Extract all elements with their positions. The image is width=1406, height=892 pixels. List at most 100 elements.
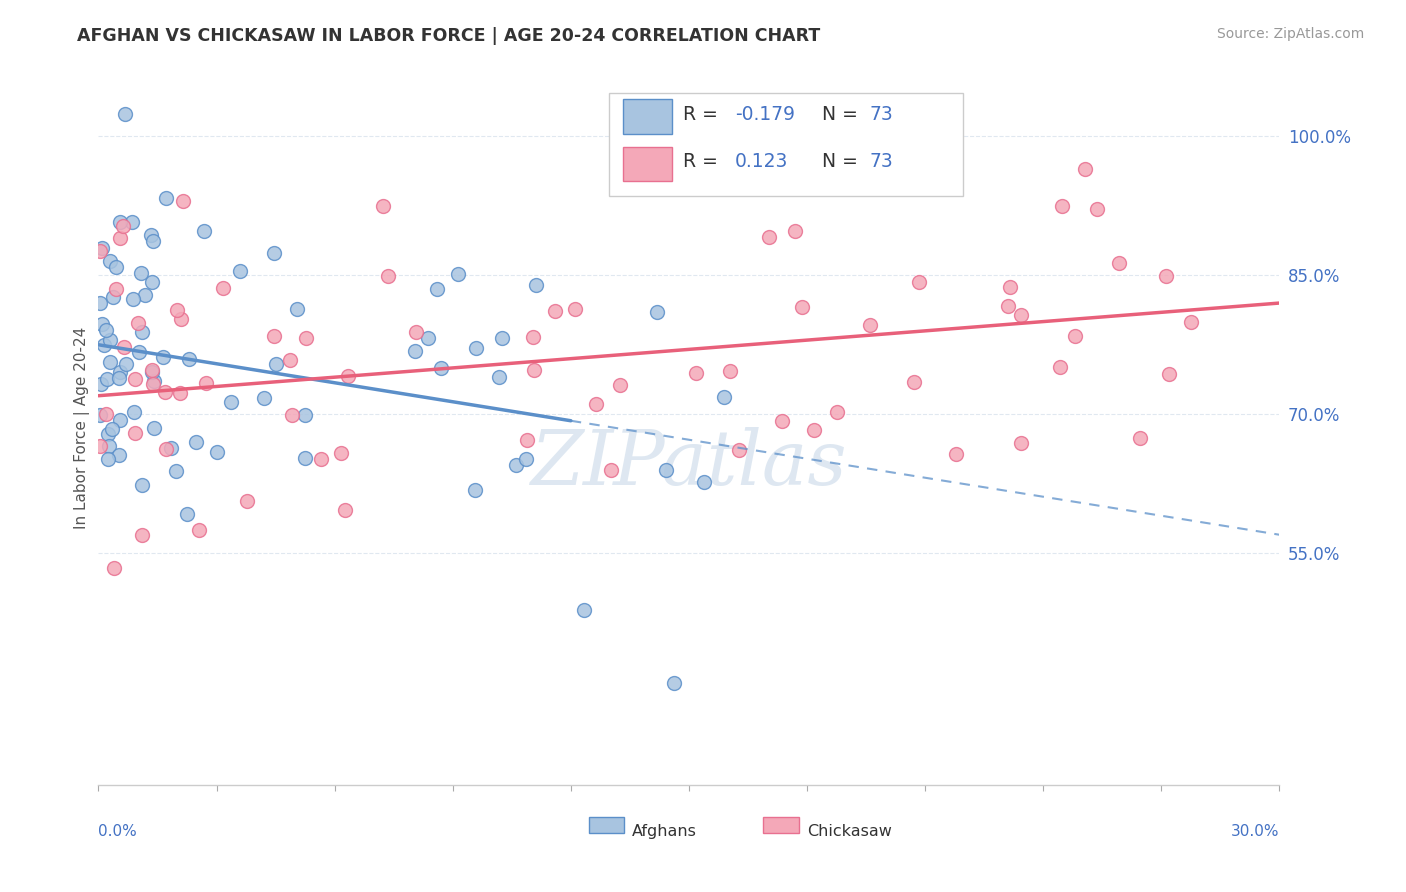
Point <box>685 366 707 380</box>
Point <box>172 194 194 209</box>
Point <box>103 561 125 575</box>
Text: R =: R = <box>683 153 724 171</box>
Point <box>184 435 207 450</box>
Point <box>464 483 486 497</box>
Point <box>770 414 793 428</box>
Text: N =: N = <box>823 105 865 124</box>
Point <box>221 395 243 409</box>
Point <box>465 341 488 355</box>
Text: 73: 73 <box>870 153 893 171</box>
Point <box>236 494 259 508</box>
Point <box>1049 360 1071 375</box>
Point <box>141 275 163 289</box>
Point <box>97 452 120 467</box>
Point <box>100 422 122 436</box>
Point <box>278 352 301 367</box>
Point <box>100 254 122 268</box>
Text: 0.123: 0.123 <box>735 153 789 171</box>
Point <box>564 302 586 317</box>
Point <box>141 363 163 377</box>
Point <box>111 219 134 233</box>
Point <box>908 145 931 160</box>
Point <box>152 350 174 364</box>
Point <box>792 300 814 314</box>
Point <box>263 245 285 260</box>
Y-axis label: In Labor Force | Age 20-24: In Labor Force | Age 20-24 <box>75 327 90 529</box>
Point <box>404 344 426 359</box>
Point <box>574 603 596 617</box>
Point <box>1129 431 1152 445</box>
Point <box>229 264 252 278</box>
Point <box>89 439 111 453</box>
Point <box>141 228 163 243</box>
Point <box>294 451 316 466</box>
Point <box>98 333 121 347</box>
Point <box>108 215 131 229</box>
Point <box>524 277 547 292</box>
Point <box>903 144 925 158</box>
Point <box>101 290 124 304</box>
Point <box>93 338 115 352</box>
Point <box>165 464 187 478</box>
Point <box>179 351 201 366</box>
Point <box>1010 436 1032 450</box>
Point <box>491 331 513 345</box>
Point <box>692 475 714 490</box>
Point <box>253 392 276 406</box>
Point <box>309 451 332 466</box>
Text: N =: N = <box>823 153 865 171</box>
Point <box>100 355 122 369</box>
Point <box>89 244 111 259</box>
Point <box>98 439 121 453</box>
Text: 30.0%: 30.0% <box>1232 824 1279 839</box>
Text: 0.0%: 0.0% <box>98 824 138 839</box>
Point <box>859 318 882 332</box>
Point <box>516 434 538 448</box>
Point <box>124 404 146 418</box>
FancyBboxPatch shape <box>623 99 672 134</box>
Point <box>131 478 153 492</box>
Point <box>488 370 510 384</box>
Point <box>903 376 925 390</box>
Point <box>115 357 138 371</box>
Point <box>718 364 741 378</box>
Point <box>134 287 156 301</box>
Point <box>195 376 218 390</box>
Point <box>1159 367 1181 381</box>
Point <box>110 365 132 379</box>
Point <box>758 230 780 244</box>
Point <box>287 301 309 316</box>
Point <box>1180 314 1202 328</box>
Point <box>336 369 359 384</box>
Point <box>141 366 163 380</box>
Point <box>128 345 150 359</box>
Point <box>89 408 111 422</box>
Point <box>212 280 235 294</box>
Point <box>655 463 678 477</box>
Point <box>131 325 153 339</box>
Point <box>188 523 211 537</box>
Point <box>997 299 1019 313</box>
Point <box>825 405 848 419</box>
Point <box>142 234 165 248</box>
Text: Source: ZipAtlas.com: Source: ZipAtlas.com <box>1216 27 1364 41</box>
Point <box>585 396 607 410</box>
Text: 73: 73 <box>870 105 893 124</box>
Point <box>505 458 527 472</box>
Point <box>728 443 751 458</box>
Point <box>264 357 287 371</box>
Point <box>523 363 546 377</box>
FancyBboxPatch shape <box>623 147 672 181</box>
FancyBboxPatch shape <box>763 817 799 833</box>
Point <box>371 199 394 213</box>
Point <box>155 190 177 204</box>
Point <box>609 378 631 392</box>
Point <box>294 408 316 422</box>
Text: Chickasaw: Chickasaw <box>807 824 891 839</box>
Point <box>416 330 439 344</box>
Point <box>998 279 1021 293</box>
Point <box>377 269 399 284</box>
Point <box>295 331 318 345</box>
Point <box>121 215 143 229</box>
Point <box>104 282 127 296</box>
